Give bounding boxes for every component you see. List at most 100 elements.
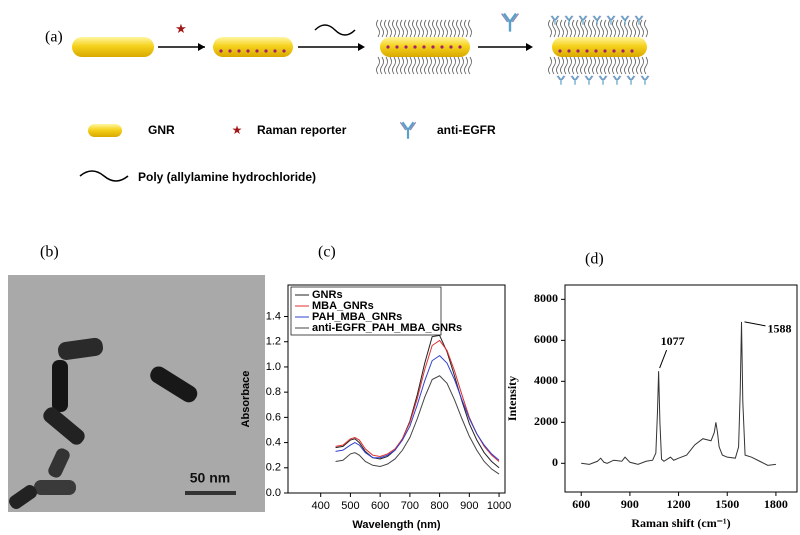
antibody-icon — [598, 75, 608, 81]
polymer-chain — [452, 19, 456, 38]
polymer-chain — [444, 19, 448, 38]
arrow-head — [358, 43, 365, 51]
polymer-chain — [392, 56, 396, 75]
antibody-icon — [565, 15, 573, 25]
antibody-icon — [556, 75, 566, 81]
reporter-dot — [413, 45, 417, 49]
polymer-chain — [380, 19, 384, 38]
y-axis-label: Intensity — [505, 376, 519, 421]
y-axis-label: Absorbace — [240, 371, 252, 428]
polymer-chain — [464, 56, 468, 75]
polymer-chain — [636, 19, 640, 38]
polymer-chain — [600, 19, 604, 38]
gold-nanorod — [552, 37, 647, 57]
polymer-chain — [604, 19, 608, 38]
polymer-chain — [396, 56, 400, 75]
gold-nanorod — [213, 37, 293, 57]
polymer-chain — [416, 19, 420, 38]
polymer-chain — [640, 56, 644, 75]
y-tick-label: 1.2 — [266, 336, 281, 348]
antibody-icon — [620, 15, 630, 21]
polymer-chain — [568, 56, 572, 75]
polymer-chain — [632, 19, 636, 38]
polymer-chain — [628, 56, 632, 75]
polymer-chain — [584, 56, 588, 75]
polymer-chain — [632, 56, 636, 75]
nanorod — [48, 448, 70, 478]
antibody-icon — [557, 75, 565, 85]
x-tick-label: 1200 — [667, 497, 691, 511]
legend-label: anti-EGFR — [437, 123, 496, 137]
antibody-icon — [612, 75, 622, 81]
polymer-chain — [408, 19, 412, 38]
antibody-icon — [592, 15, 602, 21]
antibody-icon — [606, 15, 616, 21]
polymer-chain — [468, 19, 472, 38]
polymer-chain — [592, 19, 596, 38]
y-tick-label: 0.4 — [266, 436, 281, 448]
plot-frame — [287, 284, 506, 494]
x-tick-label: 400 — [312, 500, 330, 512]
legend-label: GNRs — [312, 289, 343, 301]
line-series — [335, 334, 500, 469]
polymer-chain — [428, 19, 432, 38]
legend-label: MBA_GNRs — [312, 300, 374, 312]
polymer-chain — [440, 56, 444, 75]
polymer-chain — [376, 56, 380, 75]
reporter-dot — [273, 49, 277, 53]
y-tick-label: 4000 — [534, 373, 558, 387]
polymer-chain — [572, 19, 576, 38]
polymer-chain — [548, 19, 552, 38]
legend-label: anti-EGFR_PAH_MBA_GNRs — [312, 322, 462, 334]
gold-nanorod — [88, 124, 122, 137]
polymer-chain — [404, 19, 408, 38]
legend-label: PAH_MBA_GNRs — [312, 311, 402, 323]
y-tick-label: 8000 — [534, 291, 558, 305]
polymer-chain — [604, 56, 608, 75]
tem-image: 50 nm — [8, 275, 265, 512]
polymer-chain — [628, 19, 632, 38]
reporter-dot — [228, 49, 232, 53]
antibody-icon — [585, 75, 593, 85]
polymer-chain — [556, 56, 560, 75]
polymer-chain — [424, 56, 428, 75]
reporter-dot — [431, 45, 435, 49]
reporter-dot — [630, 49, 634, 53]
star-icon: ★ — [232, 123, 243, 137]
polymer-chain — [452, 56, 456, 75]
polymer-chain — [456, 19, 460, 38]
x-tick-label: 800 — [430, 500, 448, 512]
star-icon: ★ — [175, 21, 187, 36]
line-series — [581, 321, 776, 466]
polymer-chain — [564, 56, 568, 75]
polymer-chain — [456, 56, 460, 75]
y-tick-label: 0 — [552, 455, 558, 469]
polymer-chain — [460, 19, 464, 38]
x-tick-label: 600 — [371, 500, 389, 512]
panel-label: (a) — [45, 29, 63, 46]
polymer-chain — [552, 56, 556, 75]
polymer-chain — [592, 56, 596, 75]
y-tick-label: 0.0 — [266, 487, 281, 499]
polymer-chain — [636, 56, 640, 75]
chart: 600 900 1200 1500 1800 0 2000 4000 6000 8000 Raman… — [505, 284, 798, 530]
polymer-chain — [548, 56, 552, 75]
reporter-dot — [449, 45, 453, 49]
polymer-chain — [608, 19, 612, 38]
antibody-icon — [551, 15, 559, 25]
reporter-dot — [255, 49, 259, 53]
reporter-dot — [458, 45, 462, 49]
antibody-icon — [599, 75, 607, 85]
antibody-icon — [501, 13, 519, 23]
polymer-icon — [314, 24, 356, 36]
polymer-chain — [432, 19, 436, 38]
polymer-chain — [624, 56, 628, 75]
polymer-icon — [79, 170, 129, 182]
polymer-chain — [404, 56, 408, 75]
annotation-arrow — [744, 321, 766, 327]
reporter-dot — [219, 49, 223, 53]
polymer-chain — [448, 56, 452, 75]
annotation-arrow — [659, 349, 668, 369]
x-tick-label: 900 — [621, 497, 639, 511]
polymer-chain — [580, 56, 584, 75]
